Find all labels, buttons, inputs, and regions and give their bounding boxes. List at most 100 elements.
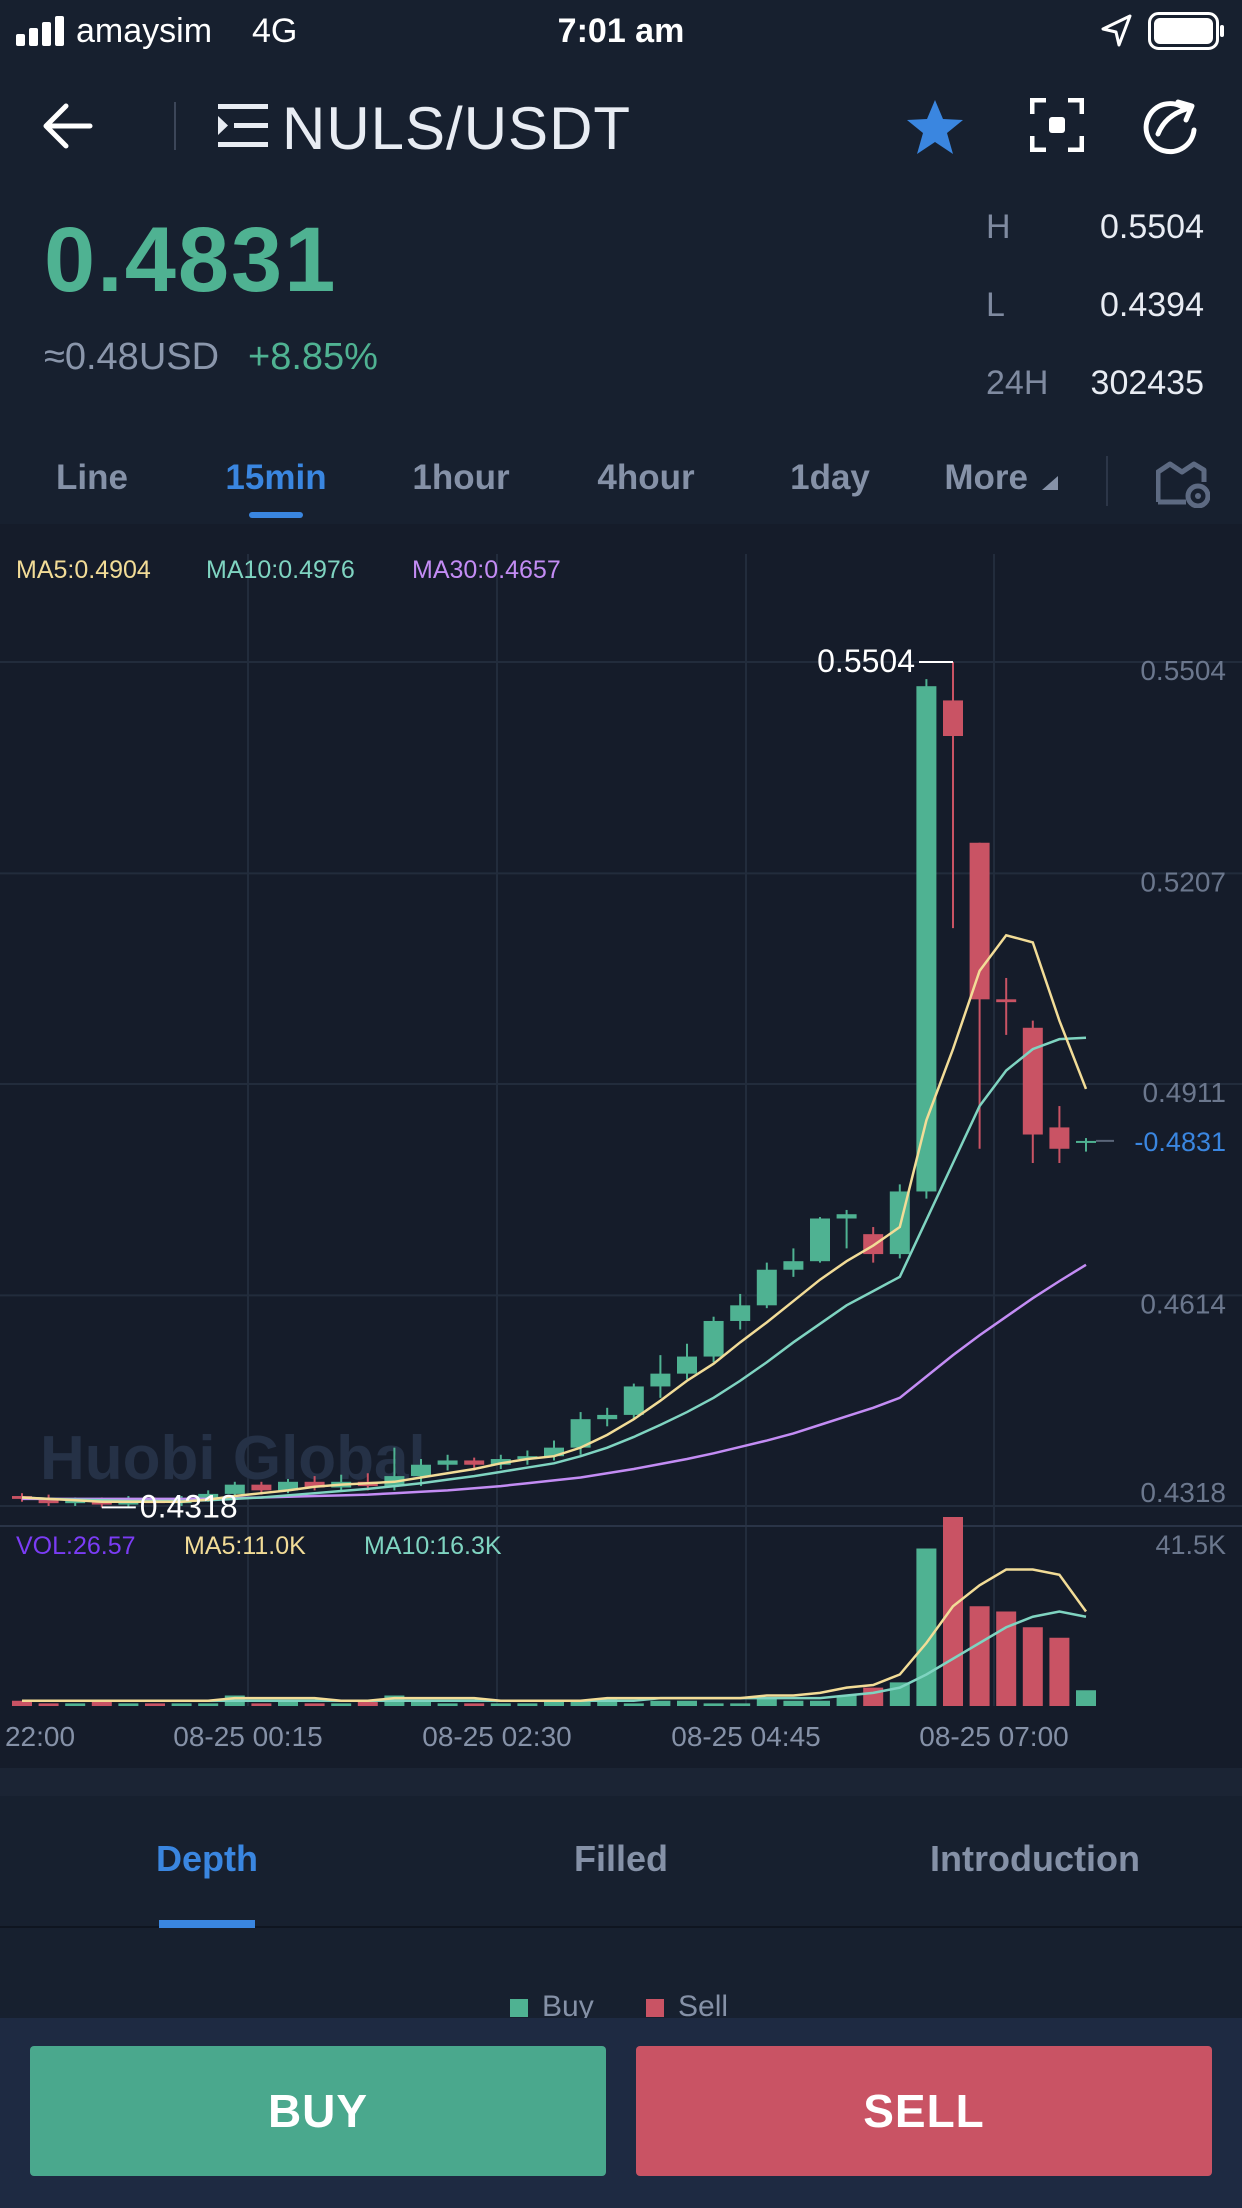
candle-body [517,1456,538,1460]
candle-body [756,1269,777,1306]
location-arrow-icon [1101,14,1132,47]
buy-button[interactable]: BUY [30,2046,606,2176]
y-tick-label: 0.4614 [1140,1288,1226,1319]
tab-more-label: More [944,458,1028,497]
action-bar: BUY SELL [0,2018,1242,2208]
info-tab-underline [159,1920,255,1928]
depth-buy-legend: Buy [510,1990,594,2024]
volume-bar [198,1703,219,1706]
back-arrow-icon[interactable] [40,100,96,152]
candle-body [836,1214,857,1219]
volume-24h-value: 302435 [1090,364,1204,402]
volume-bar [12,1700,32,1706]
volume-bar [943,1517,963,1706]
x-tick-label: 08-25 07:00 [919,1721,1068,1752]
volume-bar [889,1682,910,1706]
tab-4hour[interactable]: 4hour [597,458,695,497]
candle-body [38,1498,59,1504]
x-tick-label: 08-25 00:15 [173,1721,322,1752]
candle-body [597,1414,618,1420]
volume-bar [1076,1690,1096,1706]
status-bar: amaysim 4G 7:01 am [0,0,1242,62]
vol-legend: VOL:26.57 [16,1532,136,1560]
sell-button[interactable]: SELL [636,2046,1212,2176]
share-icon[interactable] [1140,96,1200,156]
volume-24h-label: 24H [986,364,1049,402]
candle-body [224,1484,245,1494]
candle-body [969,842,990,1000]
kline-chart-svg: Huobi Global 0.5504 0.5207 0.4911 0.4614 0.4… [0,554,1242,1752]
volume-bar [756,1698,777,1706]
volume-bar [730,1703,751,1706]
volume-bar [650,1700,671,1706]
tab-more[interactable]: More [926,458,1076,498]
pair-title[interactable]: NULS/USDT [282,95,632,162]
vol-ma10-legend: MA10:16.3K [364,1532,502,1560]
candle-body [437,1460,458,1465]
volume-bar [1049,1637,1070,1706]
tab-1hour[interactable]: 1hour [412,458,510,497]
candle-body [623,1386,644,1415]
candle-body [1049,1127,1070,1149]
candle-body [544,1447,564,1457]
change-percent: +8.85% [248,336,378,378]
volume-bar [570,1700,591,1706]
tab-line[interactable]: Line [56,458,128,497]
interval-tabs: Line 15min 1hour 4hour 1day More [0,440,1242,524]
sell-swatch [646,1999,664,2017]
x-tick-label: 08-25 02:30 [422,1721,571,1752]
depth-sell-label: Sell [678,1990,729,2023]
ma5-line [21,933,1088,1503]
signal-icon [16,16,64,46]
tab-15min[interactable]: 15min [225,458,327,497]
vol-ma5-legend: MA5:11.0K [184,1532,306,1560]
candle-body [996,999,1017,1003]
market-list-icon[interactable] [218,102,268,150]
candle-body [943,700,963,737]
tab-depth[interactable]: Depth [156,1838,258,1879]
tab-introduction[interactable]: Introduction [930,1838,1140,1879]
volume-bar [331,1703,352,1706]
tab-filled[interactable]: Filled [573,1838,668,1879]
favorite-star-icon[interactable] [904,98,966,158]
volume-bar [1022,1627,1043,1706]
candle-body [65,1500,86,1504]
volume-bar [783,1700,804,1706]
chart-settings-icon[interactable] [1156,456,1210,508]
volume-bar [969,1606,990,1706]
kline-chart[interactable]: Huobi Global 0.5504 0.5207 0.4911 0.4614 0.4… [0,524,1242,1768]
tabs-divider [1106,456,1108,506]
ma10-legend: MA10:0.4976 [206,556,355,584]
ma30-line [22,1263,1087,1501]
volume-bar [623,1703,644,1706]
network-type: 4G [252,12,298,50]
low-value: 0.4394 [1100,286,1204,324]
active-tab-underline [249,512,303,518]
volume-bar [544,1700,564,1706]
min-price-label: 0.4318 [140,1488,238,1524]
volume-bar [171,1703,192,1706]
candle-body [278,1481,298,1491]
x-tick-label: 08-25 04:45 [671,1721,820,1752]
high-label: H [986,208,1011,246]
fullscreen-icon[interactable] [1030,98,1084,152]
volume-bar [916,1548,937,1706]
volume-bar [411,1700,431,1706]
current-price-label: -0.4831 [1134,1127,1226,1157]
ma30-legend: MA30:0.4657 [412,556,561,584]
candle-body [650,1373,671,1387]
info-tabs: Depth Filled Introduction [0,1796,1242,1928]
tab-1day[interactable]: 1day [790,458,870,497]
candle-body [703,1320,724,1357]
buy-swatch [510,1999,528,2017]
candle-body [304,1481,325,1488]
y-tick-label: 0.5504 [1140,655,1226,686]
candles [12,662,1096,1508]
volume-bar [91,1700,112,1706]
depth-buy-label: Buy [542,1990,594,2023]
candle-body [1076,1140,1096,1143]
candle-body [677,1356,697,1374]
volume-bar [38,1703,59,1706]
volume-bar [145,1703,165,1706]
max-price-label: 0.5504 [817,643,915,679]
